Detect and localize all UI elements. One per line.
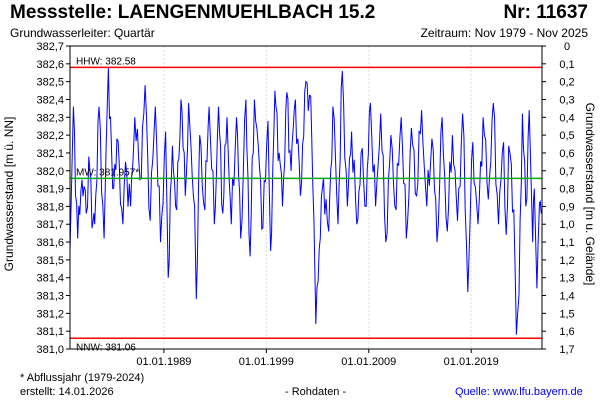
y-tick-label-left: 381,0 (36, 344, 64, 356)
y-tick-label-right: 1,3 (559, 273, 574, 285)
x-tick-label: 01.01.1999 (239, 356, 294, 368)
y-tick-label-right: 0,3 (559, 94, 574, 106)
y-tick-label-left: 382,4 (36, 94, 64, 106)
y-tick-label-left: 381,1 (36, 326, 64, 338)
y-tick-label-right: 1,4 (559, 291, 574, 303)
series-layer (69, 67, 542, 335)
y-tick-label-right: 0,1 (559, 59, 574, 71)
y-tick-label-right: 0,8 (559, 184, 574, 196)
y-tick-label-left: 381,7 (36, 219, 64, 231)
y-tick-label-right: 0,7 (559, 166, 574, 178)
reference-line-label: NNW: 381.06 (76, 342, 136, 353)
y-tick-label-left: 382,0 (36, 166, 64, 178)
reference-line-label: MW: 381.957* (76, 167, 139, 178)
plot-frame (69, 45, 543, 350)
y-tick-label-right: 0,4 (559, 112, 574, 124)
y-tick-label-right: 0,9 (559, 201, 574, 213)
reference-lines-layer: HHW: 382.58 MW: 381.957* NNW: 381.06 (70, 56, 542, 353)
y-axis-label-right: Grundwasserstand [m u. Gelände] (583, 103, 597, 286)
y-tick-label-left: 381,5 (36, 255, 64, 267)
y-tick-label-left: 381,4 (36, 273, 64, 285)
y-tick-label-left: 382,2 (36, 130, 64, 142)
hydrograph-line (69, 67, 542, 335)
y-tick-label-right: 0,5 (559, 130, 574, 142)
period-label: Zeitraum: Nov 1979 - Nov 2025 (420, 26, 588, 40)
y-tick-label-right: 1,0 (559, 219, 574, 231)
data-kind-label: - Rohdaten - (285, 386, 347, 398)
y-tick-label-left: 381,8 (36, 201, 64, 213)
y-tick-label-right: 1,6 (559, 326, 574, 338)
y-tick-label-left: 382,5 (36, 77, 64, 89)
y-tick-label-left: 381,2 (36, 308, 64, 320)
y-tick-label-left: 382,7 (36, 41, 64, 53)
source-link[interactable]: Quelle: www.lfu.bayern.de (455, 386, 583, 398)
grid-layer (163, 46, 472, 349)
y-tick-label-left: 382,6 (36, 59, 64, 71)
y-tick-label-right: 0,6 (559, 148, 574, 160)
y-tick-label-left: 382,3 (36, 112, 64, 124)
y-axis-label-left: Grundwasserstand [m ü. NN] (2, 117, 16, 272)
y-tick-label-right: 1,1 (559, 237, 574, 249)
y-tick-label-right: 1,5 (559, 308, 574, 320)
x-tick-label: 01.01.1989 (136, 356, 191, 368)
x-tick-label: 01.01.2009 (341, 356, 396, 368)
y-tick-label-left: 382,1 (36, 148, 64, 160)
y-tick-label-right: 0 (564, 41, 570, 53)
aquifer-label: Grundwasserleiter: Quartär (10, 26, 155, 40)
station-title: Messstelle: LAENGENMUEHLBACH 15.2 (10, 2, 376, 23)
created-date: erstellt: 14.01.2026 (20, 386, 114, 398)
y-tick-label-right: 1,7 (559, 344, 574, 356)
y-tick-label-left: 381,3 (36, 291, 64, 303)
axis-layer: 381,0 1,7 381,1 1,6 381,2 1,5 381,3 1,4 381,4 1,3… (36, 41, 574, 368)
station-number: Nr: 11637 (503, 2, 588, 23)
footnote: * Abflussjahr (1979-2024) (20, 372, 145, 384)
y-tick-label-right: 1,2 (559, 255, 574, 267)
y-tick-label-left: 381,6 (36, 237, 64, 249)
x-tick-label: 01.01.2019 (444, 356, 499, 368)
y-tick-label-left: 381,9 (36, 184, 64, 196)
y-tick-label-right: 0,2 (559, 77, 574, 89)
reference-line-label: HHW: 382.58 (76, 56, 136, 67)
